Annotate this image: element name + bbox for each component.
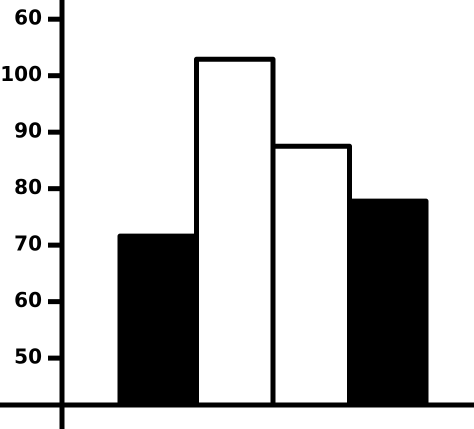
bar xyxy=(270,143,352,408)
y-tick-label: 60 xyxy=(14,6,42,30)
bar xyxy=(194,56,276,408)
bar xyxy=(347,198,429,408)
y-tick-label: 50 xyxy=(14,345,42,369)
y-tick-label: 90 xyxy=(14,119,42,143)
y-tick-label: 60 xyxy=(14,288,42,312)
y-tick-label: 70 xyxy=(14,232,42,256)
bar xyxy=(117,233,199,408)
y-tick-label: 80 xyxy=(14,175,42,199)
y-tick-label: 100 xyxy=(0,62,42,86)
